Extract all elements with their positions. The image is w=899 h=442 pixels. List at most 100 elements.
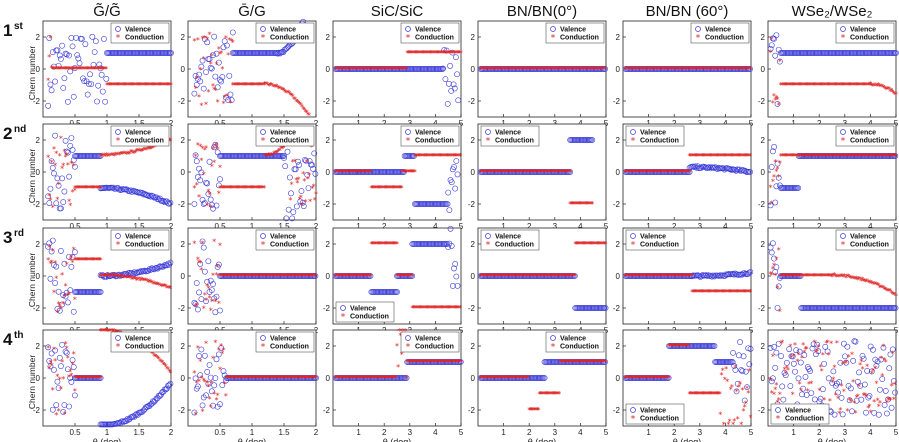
conduction-point: * (564, 65, 568, 74)
legend-valence-label: Valence (350, 306, 376, 313)
conduction-point: * (261, 81, 265, 90)
conduction-point: * (72, 162, 76, 171)
valence-point (56, 52, 63, 59)
conduction-point: * (97, 65, 101, 74)
x-tick-label: 5 (459, 428, 464, 437)
legend: Valence* Conduction (255, 22, 315, 44)
conduction-point: * (584, 65, 588, 74)
conduction-point: * (804, 81, 808, 90)
conduction-point: * (445, 49, 449, 58)
valence-point (87, 71, 93, 78)
y-tick-label: 0 (471, 168, 476, 177)
conduction-point: * (46, 344, 50, 353)
conduction-point: * (734, 65, 738, 74)
conduction-point: * (115, 81, 119, 90)
conduction-point: * (218, 365, 222, 374)
conduction-point: * (336, 65, 340, 74)
conduction-point: * (99, 256, 103, 265)
conduction-point: * (439, 49, 443, 58)
valence-point (51, 63, 57, 70)
conduction-point: * (833, 81, 837, 90)
conduction-point: * (368, 168, 372, 177)
conduction-point: * (824, 81, 828, 90)
conduction-point: * (501, 65, 505, 74)
x-tick-label: 1 (105, 428, 110, 437)
conduction-point: * (384, 65, 388, 74)
conduction-point: * (226, 51, 230, 60)
conduction-point: * (206, 88, 210, 97)
x-tick-label: 0.5 (214, 119, 226, 128)
y-tick-label: 0 (761, 168, 766, 177)
conduction-point: * (551, 65, 555, 74)
conduction-point: * (727, 65, 731, 74)
conduction-point: * (640, 65, 644, 74)
conduction-point: * (786, 81, 790, 90)
valence-point (602, 66, 608, 72)
conduction-point: * (500, 65, 504, 74)
x-tick-label: 1.5 (278, 119, 290, 128)
conduction-point: * (671, 65, 675, 74)
conduction-point: * (251, 81, 255, 90)
conduction-point: * (532, 65, 536, 74)
conduction-point: * (394, 374, 398, 383)
conduction-point: * (794, 81, 798, 90)
conduction-point: * (548, 65, 552, 74)
x-tick-label: 1.5 (133, 222, 145, 231)
conduction-point: * (582, 65, 586, 74)
conduction-point: * (212, 237, 216, 246)
valence-point (208, 65, 215, 72)
conduction-point: * (149, 81, 153, 90)
conduction-point: * (246, 81, 250, 90)
conduction-point: * (796, 81, 800, 90)
y-tick-label: 0 (181, 65, 186, 74)
conduction-point: * (553, 65, 557, 74)
conduction-point: * (290, 180, 294, 189)
conduction-point: * (232, 81, 236, 90)
panel: 20-20.511.52****************************… (178, 227, 319, 335)
conduction-point: * (769, 49, 773, 58)
conduction-point: * (133, 81, 137, 90)
y-tick-label: 0 (471, 272, 476, 281)
valence-point (224, 42, 230, 49)
conduction-point: * (770, 36, 774, 45)
conduction-point: * (569, 65, 573, 74)
conduction-point: * (588, 65, 592, 74)
conduction-point: * (199, 156, 203, 165)
conduction-point: * (712, 65, 716, 74)
conduction-point: * (682, 65, 686, 74)
conduction-point: * (738, 65, 742, 74)
conduction-point: * (61, 162, 65, 171)
legend-valence-marker (260, 26, 266, 32)
conduction-point: * (135, 81, 139, 90)
conduction-point: * (668, 65, 672, 74)
y-tick-label: 0 (36, 168, 41, 177)
conduction-point: * (664, 65, 668, 74)
legend-valence-label: Valence (495, 234, 521, 241)
y-tick-label: 2 (616, 240, 621, 249)
conduction-point: * (218, 50, 222, 59)
legend-conduction-label: Conduction (640, 242, 679, 249)
y-tick-label: 0 (616, 168, 621, 177)
legend: Valence* Conduction (400, 22, 460, 44)
row-label: 1 (3, 21, 12, 40)
conduction-point: * (483, 65, 487, 74)
valence-point (91, 49, 98, 56)
conduction-point: * (561, 65, 565, 74)
conduction-point: * (817, 81, 821, 90)
conduction-point: * (810, 81, 814, 90)
conduction-point: * (489, 65, 493, 74)
conduction-point: * (242, 81, 246, 90)
conduction-point: * (254, 81, 258, 90)
conduction-point: * (230, 37, 234, 46)
conduction-point: * (154, 81, 158, 90)
y-tick-label: 2 (471, 33, 476, 42)
conduction-point: * (300, 103, 304, 112)
conduction-point: * (835, 81, 839, 90)
legend: Valence* Conduction (835, 125, 895, 147)
valence-point (71, 65, 78, 71)
conduction-point: * (279, 85, 283, 94)
conduction-point: * (147, 81, 151, 90)
conduction-point: * (653, 65, 657, 74)
